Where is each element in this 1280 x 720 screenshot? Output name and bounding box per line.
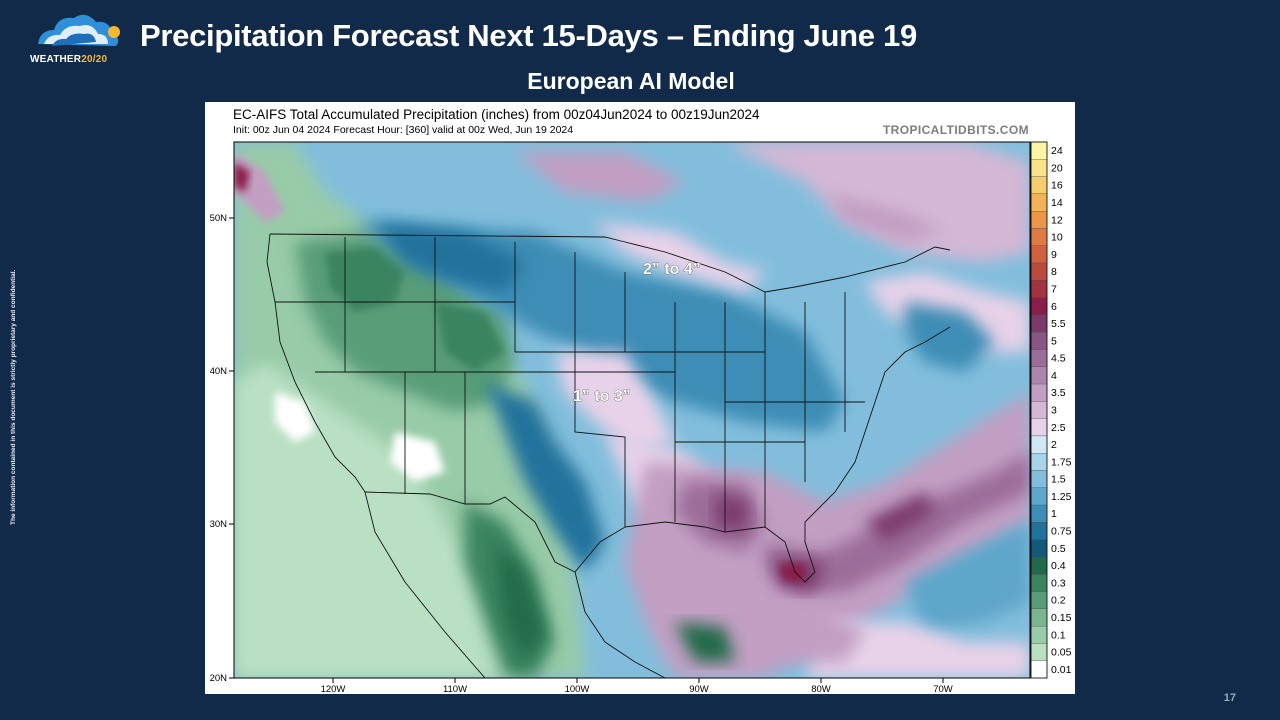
legend-swatch (1030, 141, 1048, 160)
lon-label-80w: 80W (811, 684, 831, 694)
legend-label: 3.5 (1051, 387, 1066, 399)
legend-label: 12 (1051, 214, 1063, 226)
annotation-central: 1” to 3” (573, 388, 631, 405)
annotation-north: 2” to 4” (643, 261, 701, 278)
legend-label: 0.5 (1051, 543, 1066, 555)
source-watermark: TROPICALTIDBITS.COM (882, 123, 1029, 137)
legend-swatch (1030, 366, 1048, 385)
legend-swatch (1030, 314, 1048, 333)
cloud-logo-icon (38, 14, 120, 47)
lon-label-100w: 100W (565, 684, 590, 694)
legend-swatch (1030, 574, 1048, 592)
legend-swatch (1030, 470, 1048, 488)
legend-label: 2.5 (1051, 422, 1066, 434)
logo-text: WEATHER20/20 (30, 54, 107, 65)
legend-label: 0.05 (1051, 647, 1072, 659)
legend-swatch (1030, 608, 1048, 627)
legend-label: 4.5 (1051, 353, 1066, 365)
legend-label: 24 (1051, 145, 1063, 157)
map-frame (233, 141, 1031, 679)
lon-label-110w: 110W (443, 684, 467, 694)
map-init-line: Init: 00z Jun 04 2024 Forecast Hour: [36… (233, 124, 574, 136)
weather2020-logo (30, 8, 130, 70)
legend-label: 10 (1051, 232, 1063, 244)
legend-label: 0.15 (1051, 612, 1072, 624)
legend-label: 8 (1051, 266, 1057, 278)
slide-subtitle: European AI Model (527, 68, 735, 94)
legend-label: 0.4 (1051, 560, 1066, 572)
legend-label: 1.5 (1051, 474, 1066, 486)
legend-swatch (1030, 591, 1048, 609)
legend-label: 20 (1051, 162, 1063, 174)
axis-ticks (229, 217, 944, 683)
legend-label: 3 (1051, 405, 1057, 417)
legend-swatch (1030, 643, 1048, 661)
map-title: EC-AIFS Total Accumulated Precipitation … (233, 107, 760, 122)
legend-label: 0.75 (1051, 526, 1072, 538)
legend-label: 1 (1051, 508, 1057, 520)
legend-swatch (1030, 435, 1048, 454)
legend-label: 0.01 (1051, 664, 1072, 676)
legend-label: 1.25 (1051, 491, 1072, 503)
legend-label: 2 (1051, 439, 1057, 451)
legend-swatch (1030, 193, 1048, 212)
legend-label: 5.5 (1051, 318, 1066, 330)
legend-swatch (1030, 159, 1048, 177)
lon-label-70w: 70W (933, 684, 953, 694)
legend-label: 1.75 (1051, 456, 1072, 468)
legend-swatch (1030, 280, 1048, 298)
lon-label-90w: 90W (689, 684, 709, 694)
legend-swatch (1030, 625, 1048, 644)
legend-swatch (1030, 211, 1048, 229)
legend-label: 0.3 (1051, 577, 1066, 589)
lat-label-50n: 50N (210, 213, 228, 224)
slide-title: Precipitation Forecast Next 15-Days – En… (140, 18, 917, 53)
legend-swatch (1030, 539, 1048, 558)
legend-label: 9 (1051, 249, 1057, 261)
legend-swatch (1030, 228, 1048, 246)
precipitation-legend: 24 20 16 14 12 10 9 8 7 6 5.5 5 4.5 4 3.5 3 2.5 2 1.75 1.5 1… (1030, 141, 1072, 679)
legend-label: 14 (1051, 197, 1063, 209)
legend-frame (1030, 141, 1048, 679)
precipitation-map: 50N 40N 30N 20N 120W 110W 100W 90W 80W 7… (210, 141, 1072, 694)
page-number: 17 (1223, 692, 1236, 704)
precipitation-field (234, 142, 1030, 678)
precipitation-map-panel: 50N 40N 30N 20N 120W 110W 100W 90W 80W 7… (205, 102, 1075, 694)
legend-swatch (1030, 332, 1048, 350)
lat-label-20n: 20N (210, 673, 228, 684)
legend-swatch (1030, 487, 1048, 506)
legend-swatch (1030, 556, 1048, 575)
lon-label-120w: 120W (321, 684, 346, 694)
confidentiality-note: The information contained in this docume… (10, 269, 17, 525)
boundary-lines (266, 233, 951, 678)
legend-label: 7 (1051, 283, 1057, 295)
logo-text-accent: 20/20 (81, 54, 108, 65)
legend-swatch (1030, 504, 1048, 523)
legend-swatch (1030, 245, 1048, 264)
legend-swatch (1030, 522, 1048, 540)
legend-label: 0.1 (1051, 629, 1066, 641)
lat-label-30n: 30N (210, 519, 228, 530)
legend-label: 5 (1051, 335, 1057, 347)
logo-text-main: WEATHER (30, 54, 82, 65)
legend-swatch (1030, 297, 1048, 316)
legend-swatch (1030, 401, 1048, 419)
lat-label-40n: 40N (210, 366, 228, 377)
legend-swatch (1030, 176, 1048, 195)
legend-swatch (1030, 262, 1048, 281)
legend-label: 16 (1051, 180, 1063, 192)
legend-label: 6 (1051, 301, 1057, 313)
legend-swatch (1030, 383, 1048, 402)
legend-swatch (1030, 349, 1048, 367)
legend-swatch (1030, 660, 1048, 679)
legend-label: 0.2 (1051, 595, 1066, 607)
legend-label: 4 (1051, 370, 1057, 382)
legend-swatch (1030, 453, 1048, 471)
legend-swatch (1030, 418, 1048, 437)
